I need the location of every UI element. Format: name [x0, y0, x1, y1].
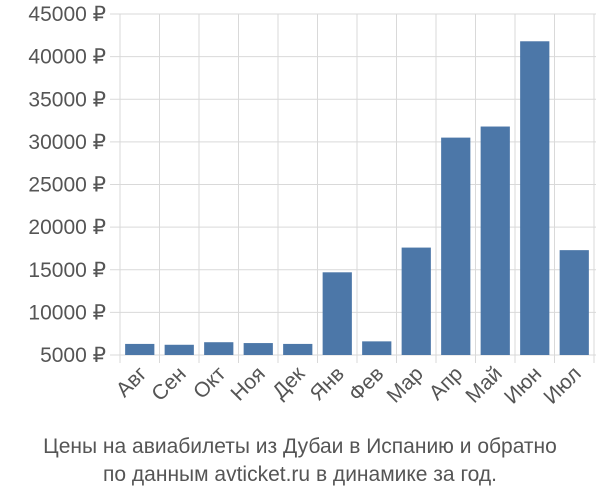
x-tick-label: Апр	[425, 362, 467, 404]
bar	[401, 247, 431, 355]
bar	[441, 137, 471, 355]
x-tick-label: Июл	[539, 362, 585, 408]
bar	[362, 341, 392, 355]
bar	[520, 41, 550, 355]
y-tick-label: 45000 ₽	[28, 3, 106, 26]
x-tick-label: Мар	[382, 362, 427, 407]
y-tick-label: 25000 ₽	[28, 174, 106, 197]
x-tick-label: Янв	[306, 362, 349, 405]
x-tick-label: Дек	[268, 362, 310, 404]
bar	[125, 343, 155, 355]
x-tick-label: Июн	[500, 362, 546, 408]
y-tick-label: 10000 ₽	[28, 301, 106, 324]
x-tick-label: Авг	[112, 362, 152, 402]
y-tick-label: 15000 ₽	[28, 259, 106, 282]
y-tick-label: 35000 ₽	[28, 88, 106, 111]
bar	[243, 343, 273, 355]
bar	[204, 342, 234, 355]
x-tick-label: Сен	[147, 362, 190, 405]
chart-canvas: 5000 ₽ 10000 ₽ 15000 ₽ 20000 ₽ 25000 ₽ 30000 …	[28, 3, 596, 409]
bar	[559, 250, 589, 355]
x-tick-label: Окт	[189, 362, 231, 404]
x-tick-label: Май	[461, 362, 506, 407]
bar	[322, 272, 352, 355]
x-tick-label: Ноя	[226, 362, 269, 405]
y-tick-label: 40000 ₽	[28, 46, 106, 69]
y-tick-label: 20000 ₽	[28, 216, 106, 239]
bar	[164, 344, 194, 355]
bar	[283, 343, 313, 355]
y-tick-label: 5000 ₽	[40, 344, 106, 367]
x-tick-label: Фев	[345, 362, 389, 406]
chart-caption-line-2: по данным avticket.ru в динамике за год.	[103, 463, 497, 486]
bar	[480, 126, 510, 355]
y-tick-label: 30000 ₽	[28, 131, 106, 154]
chart-caption-line-1: Цены на авиабилеты из Дубаи в Испанию и …	[43, 435, 557, 458]
